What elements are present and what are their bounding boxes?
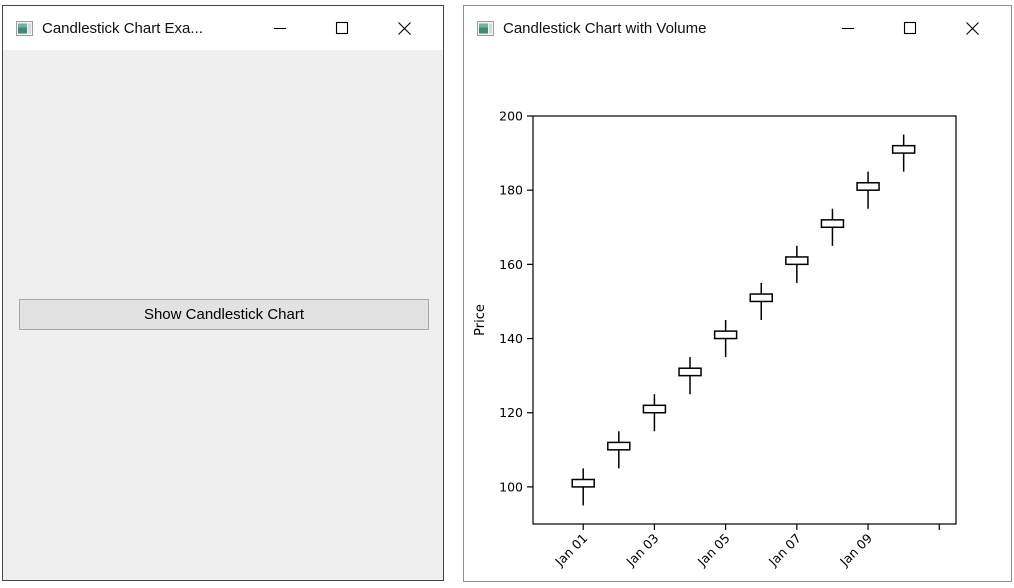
x-tick-label: Jan 09 <box>836 530 875 569</box>
app-icon <box>16 20 33 36</box>
titlebar-left[interactable]: Candlestick Chart Exa... <box>3 6 443 50</box>
x-tick-label: Jan 05 <box>694 531 733 570</box>
maximize-button[interactable] <box>879 6 941 50</box>
y-tick-label: 100 <box>499 479 523 494</box>
x-tick-label: Jan 07 <box>765 531 804 570</box>
candle-body <box>713 330 738 340</box>
candle-body <box>571 478 595 488</box>
candle-body <box>891 144 916 154</box>
candle-body <box>785 256 809 266</box>
candle-body <box>820 219 845 229</box>
show-candlestick-chart-button[interactable]: Show Candlestick Chart <box>19 299 429 330</box>
left-window-content: Show Candlestick Chart <box>3 50 443 580</box>
axes-frame <box>532 115 957 525</box>
y-tick-label: 120 <box>499 405 523 420</box>
candle-body <box>856 182 880 191</box>
maximize-icon <box>335 21 349 35</box>
chart-canvas: 100 120 140 160 180 200 Price Jan 01 Jan 03 Jan 0… <box>464 50 1011 581</box>
y-tick-label: 160 <box>499 257 523 272</box>
close-icon <box>965 21 979 35</box>
minimize-button[interactable] <box>249 6 311 50</box>
y-axis-label: Price <box>473 304 488 336</box>
minimize-icon <box>274 27 286 30</box>
maximize-icon <box>903 21 917 35</box>
close-button[interactable] <box>373 6 435 50</box>
candle-body <box>678 367 702 377</box>
window-candlestick-volume: Candlestick Chart with Volume 100 120 140 1 <box>463 5 1012 582</box>
close-icon <box>397 21 411 35</box>
window-title: Candlestick Chart Exa... <box>42 19 203 37</box>
caption-controls-left <box>249 6 435 50</box>
price-chart-svg: 100 120 140 160 180 200 Price Jan 01 Jan 03 Jan 0… <box>473 109 957 570</box>
y-tick-label: 200 <box>499 109 523 124</box>
app-icon <box>477 20 494 36</box>
x-tick-label: Jan 01 <box>551 531 590 570</box>
titlebar-right[interactable]: Candlestick Chart with Volume <box>464 6 1011 50</box>
y-tick-label: 180 <box>499 183 523 198</box>
close-button[interactable] <box>941 6 1003 50</box>
minimize-icon <box>842 27 854 30</box>
x-tick-label: Jan 03 <box>623 531 662 570</box>
window-candlestick-example: Candlestick Chart Exa... Show Candlestic <box>2 5 444 581</box>
window-title: Candlestick Chart with Volume <box>503 19 707 37</box>
y-tick-label: 140 <box>499 331 523 346</box>
candle-body <box>642 404 667 414</box>
caption-controls-right <box>817 6 1003 50</box>
candle-body <box>607 441 631 451</box>
candle-body <box>749 293 773 303</box>
minimize-button[interactable] <box>817 6 879 50</box>
maximize-button[interactable] <box>311 6 373 50</box>
